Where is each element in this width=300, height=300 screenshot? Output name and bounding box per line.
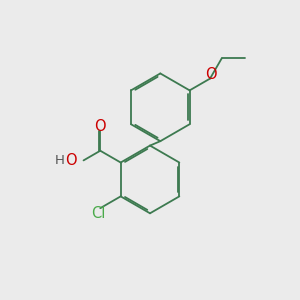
Text: O: O	[94, 118, 106, 134]
Text: O: O	[65, 153, 77, 168]
Text: H: H	[55, 154, 65, 167]
Text: O: O	[205, 67, 216, 82]
Text: Cl: Cl	[92, 206, 106, 221]
